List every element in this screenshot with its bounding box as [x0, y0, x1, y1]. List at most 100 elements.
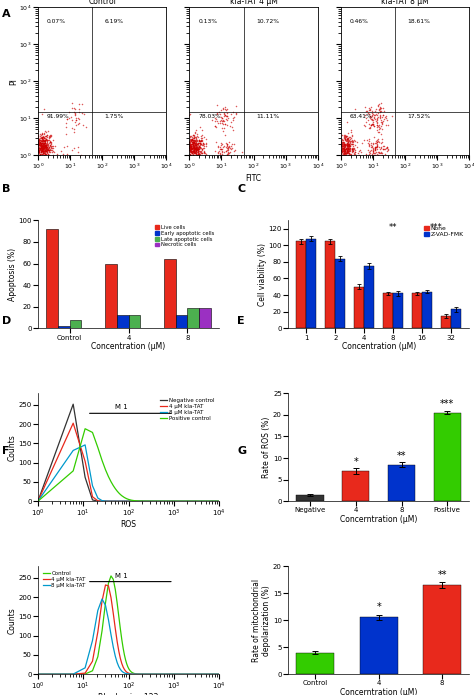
Point: [192, 136, 200, 147]
Point: [370, 119, 377, 130]
Point: [40, 138, 47, 149]
Point: [36, 145, 43, 156]
Point: [38, 129, 46, 140]
Point: [39, 131, 47, 142]
Point: [42, 146, 50, 157]
Point: [343, 142, 350, 154]
Point: [348, 135, 356, 146]
Point: [222, 113, 229, 124]
Point: [36, 146, 43, 157]
Point: [196, 153, 204, 164]
Point: [41, 141, 48, 152]
Point: [346, 152, 353, 163]
Point: [36, 142, 44, 153]
Point: [34, 144, 42, 155]
Point: [72, 119, 79, 130]
Point: [189, 149, 196, 161]
Point: [337, 136, 344, 147]
Point: [380, 109, 387, 120]
Point: [39, 131, 46, 142]
Point: [43, 131, 50, 142]
Point: [186, 109, 193, 120]
Point: [75, 106, 83, 117]
Point: [337, 150, 344, 161]
Point: [356, 145, 363, 156]
Point: [357, 147, 365, 158]
Point: [332, 145, 340, 156]
Point: [338, 149, 346, 161]
Point: [189, 138, 197, 149]
Point: [40, 150, 47, 161]
Point: [189, 138, 197, 149]
Point: [200, 138, 207, 149]
Point: [186, 149, 194, 161]
Point: [37, 145, 45, 156]
Text: 17.52%: 17.52%: [408, 114, 431, 119]
Point: [32, 145, 40, 156]
Point: [191, 142, 198, 153]
Point: [41, 140, 48, 151]
Point: [35, 151, 43, 162]
Point: [38, 145, 46, 156]
Point: [375, 124, 383, 135]
Point: [30, 138, 38, 149]
Text: 6.19%: 6.19%: [105, 19, 124, 24]
Point: [188, 134, 196, 145]
Point: [36, 134, 43, 145]
Point: [377, 116, 385, 127]
Point: [37, 134, 45, 145]
Positive control: [201, 497, 207, 505]
Point: [44, 137, 51, 148]
Point: [368, 119, 375, 130]
Point: [223, 138, 231, 149]
Point: [194, 131, 202, 142]
Point: [220, 115, 228, 126]
Point: [39, 134, 47, 145]
Point: [338, 129, 346, 140]
Point: [186, 143, 194, 154]
Point: [373, 138, 381, 149]
Point: [42, 141, 50, 152]
Point: [180, 138, 188, 149]
Point: [341, 140, 348, 152]
Legend: Control, 4 μM kla-TAT, 8 μM kla-TAT: Control, 4 μM kla-TAT, 8 μM kla-TAT: [41, 569, 88, 590]
Point: [368, 110, 375, 121]
Point: [225, 148, 232, 159]
Point: [366, 103, 374, 114]
Point: [188, 142, 196, 153]
Point: [37, 136, 45, 147]
Point: [222, 138, 229, 149]
Point: [182, 140, 190, 152]
Point: [36, 130, 44, 141]
Point: [369, 142, 377, 154]
Point: [35, 131, 42, 142]
Control: [158, 670, 164, 678]
Point: [196, 141, 203, 152]
Positive control: [158, 497, 164, 505]
Point: [340, 145, 347, 156]
Point: [372, 108, 379, 120]
Point: [185, 141, 193, 152]
Point: [191, 147, 199, 158]
Text: D: D: [2, 316, 12, 326]
Point: [338, 151, 346, 162]
Point: [42, 139, 50, 150]
Point: [65, 113, 73, 124]
Point: [345, 140, 352, 152]
Point: [340, 143, 347, 154]
Point: [336, 145, 343, 156]
Point: [346, 140, 353, 152]
Point: [188, 147, 195, 158]
Point: [69, 97, 76, 108]
Point: [38, 140, 46, 151]
Point: [186, 136, 193, 147]
Point: [226, 146, 234, 157]
Point: [376, 111, 383, 122]
Point: [348, 136, 356, 147]
Point: [196, 122, 203, 133]
Point: [369, 144, 377, 155]
Point: [35, 150, 43, 161]
Bar: [360, 617, 398, 674]
Point: [191, 146, 199, 157]
Point: [185, 140, 193, 151]
